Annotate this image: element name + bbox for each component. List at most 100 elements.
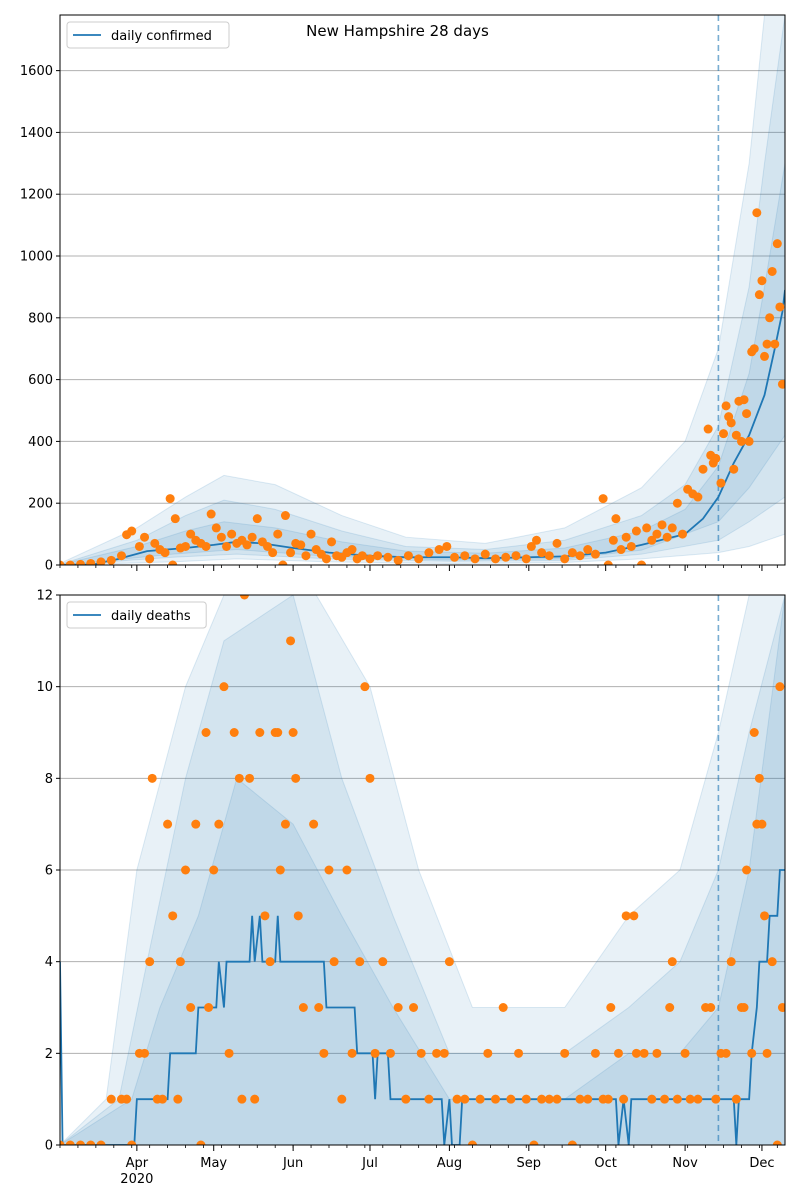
data-point [744,436,754,446]
data-point [288,728,298,737]
data-point [544,1094,554,1104]
data-point [293,911,303,921]
data-point [383,552,393,562]
data-point [475,1094,485,1104]
data-point [611,514,621,524]
data-point [491,1094,501,1104]
data-point [619,1094,629,1104]
x-year-label: 2020 [120,1172,153,1187]
data-point [106,1094,116,1104]
data-point [260,911,270,921]
data-point [667,523,677,533]
data-point [491,554,501,564]
data-point [660,1094,670,1104]
confirmed-panel: 0 200 400 600 800 1000 1200 1400 1600 New Hampshi… [20,14,786,574]
data-point [96,557,106,565]
data-point [637,560,647,565]
y-tick-label: 0 [45,1139,53,1154]
data-point [521,1094,531,1104]
data-point [357,551,367,561]
data-point [140,532,150,542]
data-point [127,526,137,536]
data-point [626,541,636,551]
data-point [729,464,739,474]
data-point [665,1003,675,1012]
y-tick-label: 1400 [20,126,53,141]
x-tick-label: May [200,1156,227,1171]
data-point [175,957,185,967]
data-point [214,819,224,829]
data-point [777,1003,785,1012]
y-tick-label: 400 [28,435,53,450]
data-point [324,865,334,875]
data-point [752,208,762,218]
data-point [721,1048,731,1058]
data-point [186,1003,196,1012]
data-point [760,351,770,361]
x-tick-label: Sep [517,1156,542,1171]
data-point [286,636,296,646]
data-point [86,1140,96,1145]
legend-label: daily confirmed [111,29,212,44]
y-tick-label: 200 [28,497,53,512]
data-point [629,911,639,921]
data-point [560,554,570,564]
y-tick-label: 1600 [20,64,53,79]
data-point [247,532,257,542]
uncertainty-band [60,15,785,565]
data-point [721,401,731,411]
data-point [145,554,155,564]
data-point [196,1140,206,1145]
data-point [470,554,480,564]
data-point [147,773,157,783]
y-tick-label: 1000 [20,250,53,265]
data-point [298,1003,308,1012]
data-point [754,773,764,783]
data-point [749,728,759,737]
data-point [672,498,682,508]
data-point [767,957,777,967]
data-point [711,1094,721,1104]
legend-box [66,21,230,49]
data-point [631,526,641,536]
data-point [731,430,741,440]
data-point [275,865,285,875]
data-point [252,514,262,524]
data-point [685,1094,695,1104]
data-point [652,1048,662,1058]
data-point [286,548,296,558]
data-point [306,529,316,539]
data-point [206,509,216,519]
data-point [360,682,370,692]
data-point [511,551,521,561]
data-point [739,395,749,405]
data-point [672,1094,682,1104]
data-point [378,957,388,967]
data-point [186,529,196,539]
data-point [393,555,403,565]
data-point [242,540,252,550]
data-point [678,529,688,539]
data-point [150,538,160,548]
data-point [314,1003,324,1012]
data-point [168,911,178,921]
y-tick-label: 6 [45,864,53,879]
data-point [65,560,75,565]
data-point [567,1140,577,1145]
data-point [370,1048,380,1058]
data-point [616,545,626,555]
data-point [521,554,531,564]
data-point [606,1003,616,1012]
y-tick-label: 600 [28,373,53,388]
data-point [424,548,434,558]
data-point [726,418,736,428]
data-point [255,728,265,737]
chart-title: New Hampshire 28 days [306,22,489,40]
data-point [757,819,767,829]
data-point [444,957,454,967]
data-point [747,1048,757,1058]
data-point [329,957,339,967]
legend-label: daily deaths [111,609,191,624]
data-point [552,1094,562,1104]
